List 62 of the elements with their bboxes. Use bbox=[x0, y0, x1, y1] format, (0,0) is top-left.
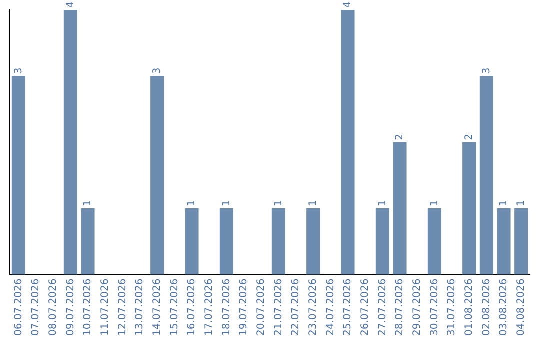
bar bbox=[150, 76, 164, 275]
bar bbox=[393, 142, 407, 275]
data-label: 1 bbox=[308, 200, 319, 207]
bar bbox=[64, 10, 78, 275]
bar bbox=[81, 208, 95, 275]
x-tick-label: 16.07.2026 bbox=[186, 278, 198, 336]
x-tick-label: 22.07.2026 bbox=[290, 278, 302, 336]
bar bbox=[497, 208, 511, 275]
x-tick-label: 19.07.2026 bbox=[238, 278, 250, 336]
data-label: 1 bbox=[221, 200, 232, 207]
data-label: 2 bbox=[464, 134, 475, 140]
data-label: 4 bbox=[65, 2, 76, 8]
x-tick-label: 07.07.2026 bbox=[30, 278, 42, 336]
x-tick-label: 06.07.2026 bbox=[13, 278, 24, 336]
data-label: 3 bbox=[13, 68, 24, 74]
x-tick-label: 24.07.2026 bbox=[325, 278, 336, 336]
bar bbox=[462, 142, 476, 275]
x-tick-label: 01.08.2026 bbox=[464, 278, 475, 336]
x-tick-label: 03.08.2026 bbox=[498, 278, 510, 336]
x-tick-label: 13.07.2026 bbox=[134, 278, 146, 336]
data-label: 3 bbox=[152, 68, 163, 74]
x-tick-label: 30.07.2026 bbox=[429, 278, 440, 336]
x-tick-label: 11.07.2026 bbox=[100, 278, 111, 336]
x-tick-label: 12.07.2026 bbox=[117, 278, 128, 336]
x-tick-label: 14.07.2026 bbox=[152, 278, 163, 336]
data-label: 1 bbox=[429, 200, 440, 207]
x-tick-label: 21.07.2026 bbox=[273, 278, 284, 336]
x-tick-label: 10.07.2026 bbox=[82, 278, 94, 336]
bar bbox=[306, 208, 320, 275]
bar bbox=[514, 208, 528, 275]
bar bbox=[428, 208, 442, 275]
x-tick-label: 02.08.2026 bbox=[481, 278, 492, 336]
data-label: 4 bbox=[342, 2, 354, 8]
data-label: 1 bbox=[273, 200, 284, 207]
x-tick-label: 20.07.2026 bbox=[256, 278, 267, 336]
x-tick-label: 09.07.2026 bbox=[65, 278, 76, 336]
data-label: 1 bbox=[377, 200, 388, 207]
x-tick-label: 23.07.2026 bbox=[308, 278, 319, 336]
bar bbox=[185, 208, 199, 275]
x-tick-label: 29.07.2026 bbox=[412, 278, 423, 336]
bar bbox=[220, 208, 234, 275]
bar bbox=[480, 76, 494, 275]
bar bbox=[272, 208, 286, 275]
data-label: 1 bbox=[516, 200, 527, 207]
bar bbox=[341, 10, 355, 275]
x-tick-label: 08.07.2026 bbox=[48, 278, 59, 336]
data-label: 1 bbox=[186, 200, 198, 207]
data-label: 2 bbox=[394, 134, 406, 140]
data-label: 1 bbox=[82, 200, 94, 207]
x-tick-label: 26.07.2026 bbox=[360, 278, 371, 336]
bar bbox=[376, 208, 390, 275]
x-tick-label: 04.08.2026 bbox=[516, 278, 527, 336]
x-tick-label: 17.07.2026 bbox=[204, 278, 215, 336]
bar bbox=[12, 76, 26, 275]
data-label: 1 bbox=[498, 200, 510, 207]
x-tick-label: 15.07.2026 bbox=[169, 278, 180, 336]
data-label: 3 bbox=[481, 68, 492, 74]
x-tick-label: 28.07.2026 bbox=[394, 278, 406, 336]
x-tick-label: 31.07.2026 bbox=[446, 278, 458, 336]
x-tick-label: 27.07.2026 bbox=[377, 278, 388, 336]
x-tick-label: 25.07.2026 bbox=[342, 278, 354, 336]
x-tick-label: 18.07.2026 bbox=[221, 278, 232, 336]
